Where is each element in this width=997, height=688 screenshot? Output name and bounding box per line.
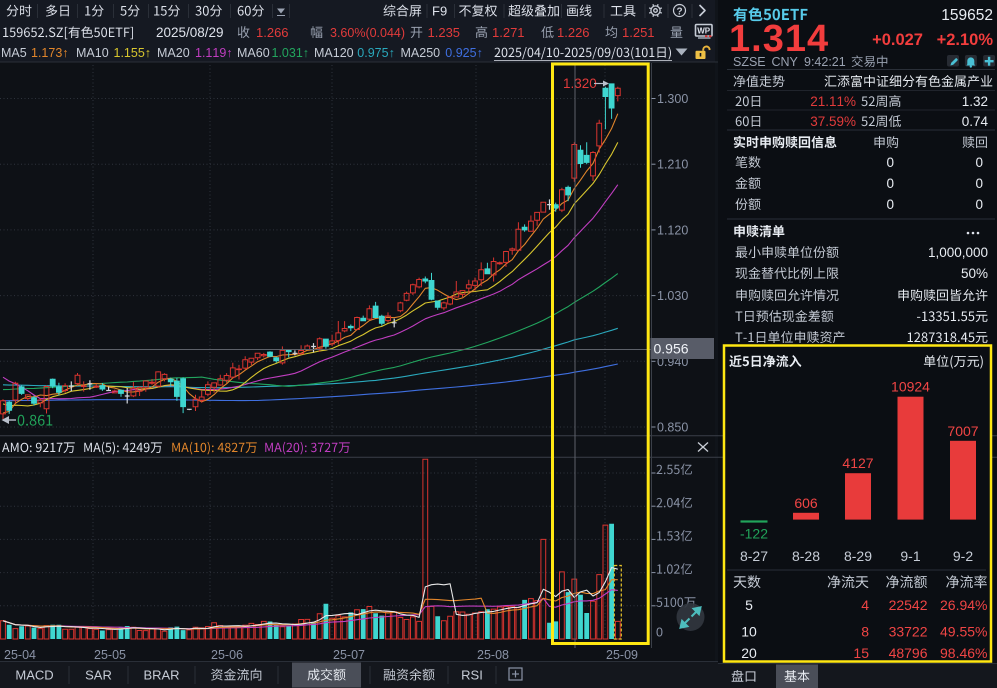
svg-text:10924: 10924 — [891, 379, 930, 395]
svg-text:MA120: MA120 — [314, 46, 354, 60]
svg-text:1.173↑: 1.173↑ — [31, 46, 69, 60]
svg-text:1.266: 1.266 — [256, 25, 289, 40]
svg-text:8-29: 8-29 — [844, 548, 872, 564]
svg-text:8-27: 8-27 — [740, 548, 768, 564]
svg-text:1.155↑: 1.155↑ — [114, 46, 152, 60]
svg-text:25-05: 25-05 — [94, 648, 126, 662]
svg-text:3.60%(0.044): 3.60%(0.044) — [330, 26, 405, 40]
svg-text:F9: F9 — [432, 4, 447, 19]
svg-text:25-06: 25-06 — [211, 648, 243, 662]
svg-text:1.32: 1.32 — [962, 94, 988, 109]
svg-text:1,000,000: 1,000,000 — [928, 245, 988, 260]
svg-text:0: 0 — [975, 176, 983, 191]
svg-text:48796: 48796 — [889, 645, 928, 661]
svg-text:0.850: 0.850 — [657, 421, 688, 435]
svg-text:0.925↑: 0.925↑ — [445, 46, 483, 60]
svg-text:MA60: MA60 — [237, 46, 270, 60]
svg-text:0: 0 — [975, 155, 983, 170]
svg-text:15: 15 — [853, 645, 869, 661]
svg-text:37.59%: 37.59% — [810, 114, 856, 129]
svg-text:SAR: SAR — [85, 668, 112, 683]
svg-text:49.55%: 49.55% — [940, 624, 987, 640]
svg-text:0.74: 0.74 — [962, 114, 989, 129]
svg-text:0: 0 — [656, 626, 663, 640]
svg-text:MA250: MA250 — [401, 46, 441, 60]
svg-text:4: 4 — [861, 597, 869, 613]
svg-text:25-09: 25-09 — [606, 648, 638, 662]
svg-text:0.956: 0.956 — [654, 341, 689, 357]
svg-text:1.031↑: 1.031↑ — [272, 46, 310, 60]
svg-text:2025/08/29: 2025/08/29 — [156, 25, 224, 40]
svg-text:8: 8 — [861, 624, 869, 640]
svg-text:98.46%: 98.46% — [940, 645, 987, 661]
svg-text:9-2: 9-2 — [953, 548, 973, 564]
svg-text:+2.10%: +2.10% — [937, 31, 994, 49]
svg-text:0: 0 — [886, 176, 894, 191]
svg-text:MACD: MACD — [15, 668, 53, 683]
svg-text:WP: WP — [697, 27, 711, 36]
svg-text:26.94%: 26.94% — [940, 597, 987, 613]
svg-text:+0.027: +0.027 — [872, 31, 923, 49]
svg-text:0: 0 — [975, 197, 983, 212]
svg-text:MA20: MA20 — [157, 46, 190, 60]
svg-text:MA5: MA5 — [1, 46, 27, 60]
svg-text:0: 0 — [886, 197, 894, 212]
svg-text:1.235: 1.235 — [428, 25, 461, 40]
svg-text:25-04: 25-04 — [4, 648, 36, 662]
svg-text:21.11%: 21.11% — [810, 94, 856, 109]
svg-text:1.251: 1.251 — [622, 25, 655, 40]
svg-text:1.119↑: 1.119↑ — [195, 46, 233, 60]
svg-text:10: 10 — [741, 624, 757, 640]
svg-text:25-08: 25-08 — [477, 648, 509, 662]
svg-text:MA10: MA10 — [76, 46, 109, 60]
svg-text:1.320: 1.320 — [563, 76, 597, 91]
svg-text:RSI: RSI — [461, 668, 483, 683]
svg-text:0.975↑: 0.975↑ — [357, 46, 395, 60]
svg-text:606: 606 — [794, 495, 818, 511]
svg-text:9:42:21: 9:42:21 — [804, 55, 846, 69]
svg-text:50%: 50% — [961, 266, 988, 281]
svg-text:1.300: 1.300 — [657, 92, 688, 106]
svg-text:7007: 7007 — [947, 423, 978, 439]
svg-text:33722: 33722 — [889, 624, 928, 640]
svg-text:1.314: 1.314 — [729, 18, 829, 60]
svg-text:SZSE: SZSE — [733, 55, 766, 69]
svg-text:5: 5 — [745, 597, 753, 613]
svg-text:?: ? — [676, 7, 682, 18]
svg-text:1.271: 1.271 — [492, 25, 525, 40]
svg-text:22542: 22542 — [889, 597, 928, 613]
svg-text:25-07: 25-07 — [333, 648, 365, 662]
svg-text:CNY: CNY — [772, 55, 799, 69]
svg-text:20: 20 — [741, 645, 757, 661]
svg-text:4127: 4127 — [842, 455, 873, 471]
svg-text:9-1: 9-1 — [900, 548, 920, 564]
svg-text:1.120: 1.120 — [657, 223, 688, 237]
svg-text:BRAR: BRAR — [143, 668, 179, 683]
svg-text:8-28: 8-28 — [792, 548, 820, 564]
svg-text:1.210: 1.210 — [657, 158, 688, 172]
svg-text:1.226: 1.226 — [557, 25, 590, 40]
svg-text:1.030: 1.030 — [657, 289, 688, 303]
svg-text:0: 0 — [886, 155, 894, 170]
svg-text:159652: 159652 — [941, 7, 993, 24]
svg-text:-122: -122 — [740, 526, 768, 542]
